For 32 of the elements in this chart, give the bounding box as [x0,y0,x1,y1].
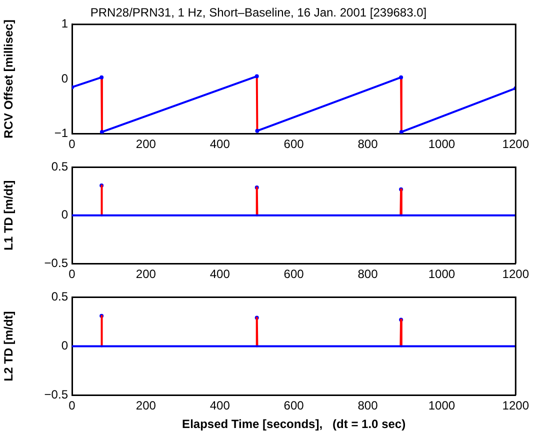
x-tick-label: 400 [210,137,230,152]
x-tick-label: 1200 [502,137,530,152]
y-tick-label: 0 [61,208,68,222]
x-tick-label: 1000 [428,267,456,282]
y-tick-label: 0 [61,71,68,86]
x-tick-label: 1200 [502,398,530,413]
x-tick-label: 600 [284,267,304,282]
x-tick-label: 200 [136,267,156,282]
y-tick-label: −0.5 [44,388,68,402]
x-tick-label: 400 [210,267,230,282]
x-tick-label: 200 [136,137,156,152]
x-tick-label: 800 [358,267,378,282]
y-tick-label: 0.5 [51,160,68,174]
y-tick-label: 1 [61,16,68,31]
y-tick-label: 0.5 [51,290,68,304]
x-tick-label: 600 [284,137,304,152]
x-tick-label: 200 [136,398,156,413]
x-tick-label: 800 [358,398,378,413]
y-tick-label: −1 [54,126,68,140]
chart-title: PRN28/PRN31, 1 Hz, Short–Baseline, 16 Jan. 2001 [239683.0] [90,6,427,20]
y-axis-title: L2 TD [m/dt] [2,311,16,382]
y-tick-label: −0.5 [44,256,68,270]
y-axis-title: RCV Offset [millisec] [2,20,16,138]
x-tick-label: 1000 [428,137,456,152]
x-tick-label: 1000 [428,398,456,413]
x-tick-label: 600 [284,398,304,413]
y-axis-title: L1 TD [m/dt] [2,180,16,250]
x-axis-title: Elapsed Time [seconds], (dt = 1.0 sec) [182,417,406,432]
y-tick-label: 0 [61,338,68,353]
x-tick-label: 400 [210,398,230,413]
x-tick-label: 1200 [502,267,530,282]
x-tick-label: 800 [358,137,378,152]
